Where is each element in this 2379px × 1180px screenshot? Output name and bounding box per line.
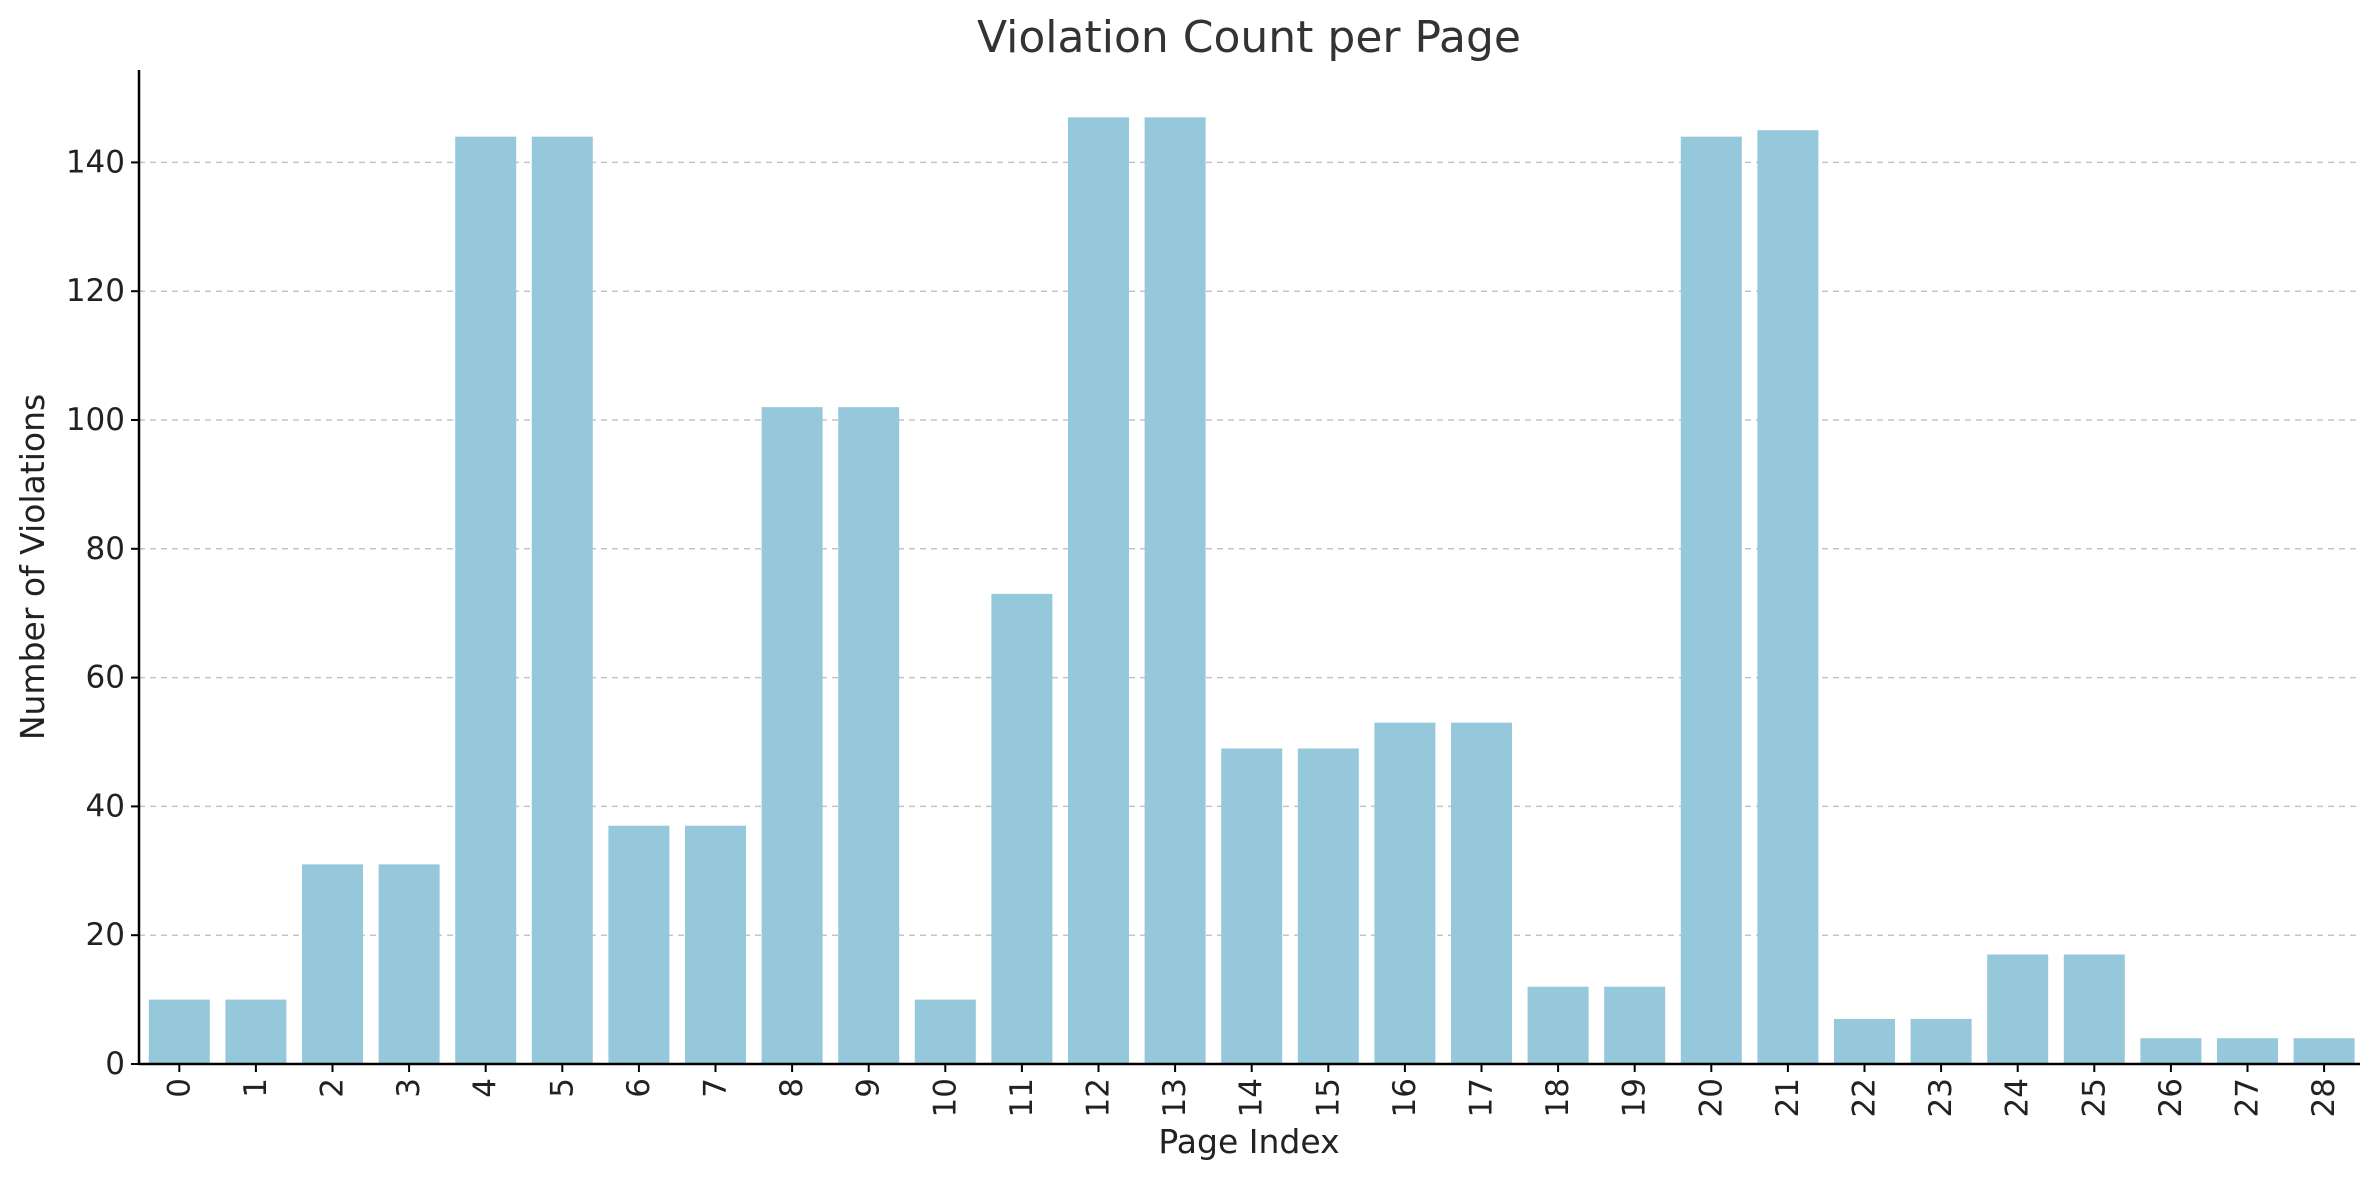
x-tick-label: 16 [1387,1078,1423,1117]
bar-page-7 [685,825,746,1064]
bar-page-20 [1680,136,1742,1064]
x-tick-label: 20 [1693,1078,1729,1117]
x-tick-label: 22 [1847,1078,1883,1117]
bar-page-18 [1527,986,1589,1064]
y-tick-label: 100 [66,402,125,438]
bar-page-16 [1374,722,1436,1064]
y-ticks: 0 20 40 60 80 100 120 140 [66,144,139,1082]
bar-page-5 [531,136,593,1064]
x-tick-label: 28 [2306,1078,2342,1117]
chart-title: Violation Count per Page [977,12,1521,63]
x-tick-label: 5 [544,1078,580,1098]
bar-page-1 [225,999,287,1064]
x-tick-label: 6 [621,1078,657,1098]
bar-page-28 [2293,1038,2355,1064]
y-tick-label: 0 [105,1046,125,1082]
y-tick-label: 120 [66,273,125,309]
y-tick-label: 80 [86,531,125,567]
bar-page-13 [1144,117,1206,1065]
x-axis-label: Page Index [1158,1122,1339,1161]
x-tick-label: 15 [1310,1078,1346,1117]
x-tick-label: 7 [698,1078,734,1098]
x-tick-label: 14 [1234,1078,1270,1117]
bar-page-12 [1068,117,1129,1065]
x-tick-label: 2 [315,1078,351,1098]
bar-page-4 [455,136,517,1064]
bar-page-22 [1834,1018,1895,1064]
axes [137,70,2360,1066]
bar-page-6 [608,825,670,1064]
bar-page-26 [2140,1038,2202,1064]
x-tick-label: 25 [2076,1078,2112,1117]
x-tick-label: 13 [1157,1078,1193,1117]
x-tick-label: 27 [2230,1078,2266,1117]
grid-lines [139,161,2360,936]
bar-page-3 [378,864,440,1064]
x-tick-label: 21 [1770,1078,1806,1117]
y-axis-label: Number of Violations [13,394,52,740]
bar-page-15 [1297,748,1359,1064]
x-ticks: 0 1 2 3 4 5 6 7 8 9 10 11 12 13 14 15 16 17 18 19 20 21 22 23 24… [161,1064,2342,1117]
bar-page-0 [148,999,210,1064]
bar-page-24 [1987,954,2049,1064]
bar-page-10 [914,999,976,1064]
x-tick-label: 0 [161,1078,197,1098]
bars [148,117,2355,1065]
bar-page-14 [1221,748,1283,1064]
bar-page-27 [2217,1038,2278,1064]
chart-title-group: Violation Count per Page [977,12,1521,63]
y-tick-label: 140 [66,144,125,180]
x-tick-label: 19 [1617,1078,1653,1117]
bar-page-11 [991,593,1053,1064]
bar-page-8 [761,407,823,1064]
bar-page-2 [302,864,363,1064]
x-tick-label: 18 [1540,1078,1576,1117]
x-tick-label: 1 [238,1078,274,1098]
x-tick-label: 24 [2000,1078,2036,1117]
bar-page-19 [1604,986,1666,1064]
x-tick-label: 4 [468,1078,504,1098]
x-tick-label: 12 [1081,1078,1117,1117]
x-tick-label: 26 [2153,1078,2189,1117]
x-tick-label: 11 [1004,1078,1040,1117]
x-tick-label: 17 [1464,1078,1500,1117]
bar-page-21 [1757,130,1819,1065]
bar-page-9 [838,407,900,1064]
bar-page-17 [1451,722,1512,1064]
bar-page-25 [2063,954,2125,1064]
y-tick-label: 60 [86,660,125,696]
y-tick-label: 40 [86,788,125,824]
x-tick-label: 8 [774,1078,810,1098]
x-tick-label: 10 [927,1078,963,1117]
x-tick-label: 3 [391,1078,427,1098]
x-tick-label: 9 [851,1078,887,1098]
x-tick-label: 23 [1923,1078,1959,1117]
y-tick-label: 20 [86,917,125,953]
bar-page-23 [1910,1018,1972,1064]
